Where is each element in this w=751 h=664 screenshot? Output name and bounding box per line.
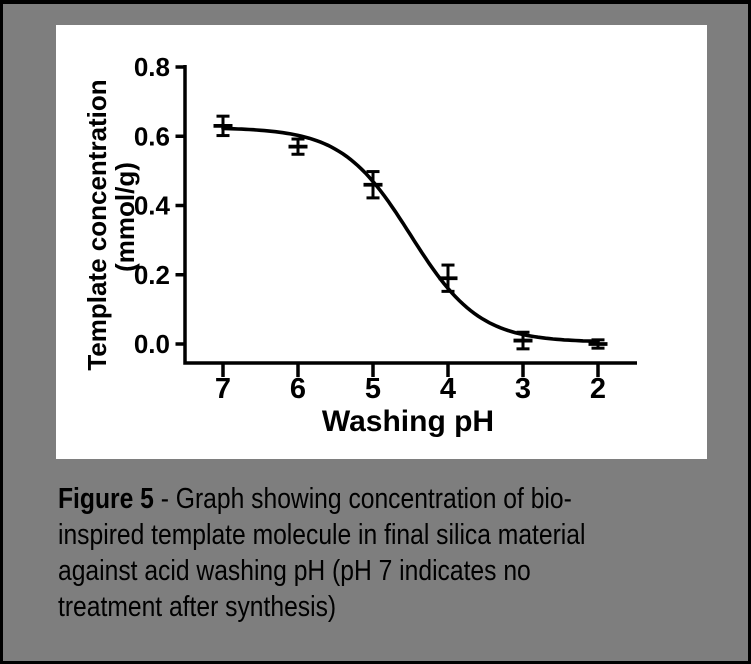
x-tick-label: 7 [215, 373, 231, 405]
data-point-ph3 [513, 330, 533, 351]
x-tick-label: 3 [515, 373, 531, 405]
x-tick-label: 4 [440, 373, 456, 405]
data-point-ph6 [288, 137, 308, 156]
y-tick-label: 0.4 [134, 191, 171, 221]
data-point-ph7 [213, 114, 233, 138]
y-tick-label: 0.0 [134, 329, 170, 359]
y-tick-label: 0.6 [134, 121, 170, 151]
axes-lines [183, 65, 637, 365]
data-point-ph2 [588, 338, 608, 350]
caption-line-4: treatment after synthesis) [58, 591, 337, 623]
caption-line-1: Figure 5 - Graph showing concentration o… [58, 481, 585, 517]
data-points [213, 114, 608, 351]
figure-label: Figure 5 [58, 483, 154, 515]
caption-line-3: against acid washing pH (pH 7 indicates … [58, 555, 531, 587]
figure-caption: Figure 5 - Graph showing concentration o… [58, 481, 585, 625]
data-point-ph4 [438, 263, 458, 293]
data-point-ph5 [363, 170, 383, 200]
x-ticks [221, 363, 600, 377]
chart-panel: 0.0 0.2 0.4 0.6 0.8 7 6 5 4 3 2 Washing pH Templa… [56, 25, 707, 459]
x-tick-labels: 7 6 5 4 3 2 [215, 373, 606, 405]
y-ticks [175, 65, 185, 346]
x-axis-title: Washing pH [322, 405, 494, 438]
x-tick-label: 6 [290, 373, 306, 405]
x-tick-label: 2 [590, 373, 606, 405]
caption-line-2: inspired template molecule in final sili… [58, 519, 586, 551]
y-axis-title-line2: (mmol/g) [110, 162, 140, 272]
y-axis-title-line1: Template concentration [82, 79, 112, 370]
plot-svg: 0.0 0.2 0.4 0.6 0.8 7 6 5 4 3 2 Washing pH Templa… [82, 52, 637, 438]
x-tick-label: 5 [365, 373, 381, 405]
y-tick-labels: 0.0 0.2 0.4 0.6 0.8 [134, 52, 171, 359]
y-tick-label: 0.2 [134, 260, 170, 290]
fit-curve [221, 126, 600, 344]
y-tick-label: 0.8 [134, 52, 170, 82]
caption-line-1-text: - Graph showing concentration of bio- [153, 483, 572, 515]
